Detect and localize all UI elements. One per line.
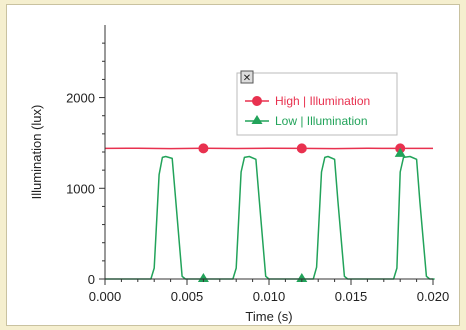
chart-panel: 0.000 0.005 0.010 0.015 0.020 0 1000 2000 Time (…: [6, 4, 460, 326]
y-tick-label: 1000: [66, 181, 95, 196]
legend: ✕ High | Illumination Low | Illumination: [236, 70, 398, 136]
data-point-high: [296, 143, 307, 154]
series-line-low: [105, 155, 435, 280]
x-tick-label: 0.000: [89, 289, 122, 304]
legend-close-button: [240, 70, 254, 84]
x-tick-label: 0.005: [171, 289, 204, 304]
data-point-low: [197, 273, 209, 282]
data-point-low: [296, 273, 308, 282]
y-axis-title: Illumination (lux): [29, 105, 44, 200]
y-tick-label: 2000: [66, 91, 95, 106]
x-tick-label: 0.020: [417, 289, 450, 304]
legend-marker-high: [252, 96, 262, 106]
x-tick-label: 0.015: [335, 289, 368, 304]
data-point-high: [198, 143, 209, 154]
x-axis-title: Time (s): [245, 309, 292, 324]
axes: 0.000 0.005 0.010 0.015 0.020 0 1000 2000 Time (…: [29, 25, 449, 324]
legend-box: [236, 72, 398, 136]
line-chart: 0.000 0.005 0.010 0.015 0.020 0 1000 2000 Time (…: [29, 25, 449, 324]
data-point-low: [394, 147, 406, 157]
legend-marker-low: [251, 115, 263, 124]
y-tick-label: 0: [88, 272, 95, 287]
close-icon: ✕: [243, 73, 251, 84]
legend-label-low: Low | Illumination: [275, 114, 368, 128]
plot-area: [104, 143, 435, 282]
x-tick-label: 0.010: [253, 289, 286, 304]
legend-label-high: High | Illumination: [275, 94, 370, 108]
